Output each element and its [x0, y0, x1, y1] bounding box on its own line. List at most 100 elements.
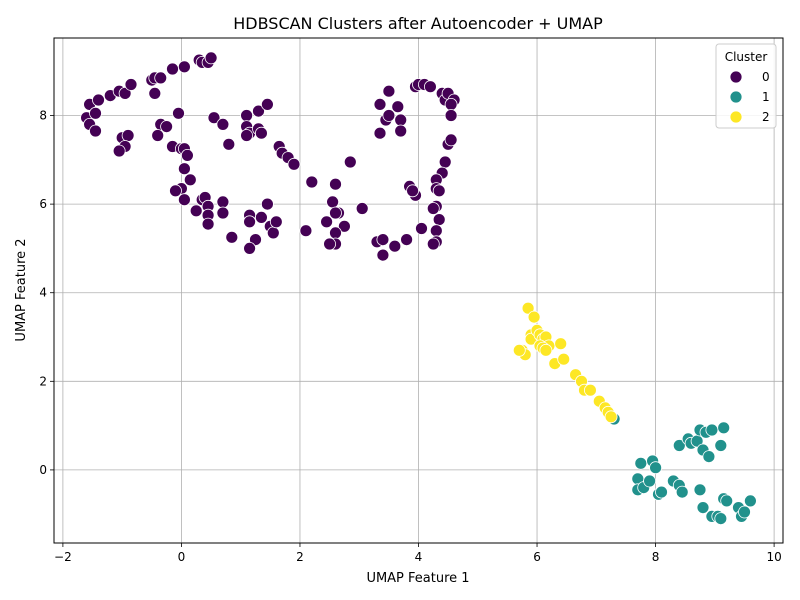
data-point-cluster-2: [539, 343, 553, 357]
x-axis-label: UMAP Feature 1: [366, 571, 469, 586]
data-point-cluster-0: [180, 148, 194, 162]
data-point-cluster-0: [183, 173, 197, 187]
data-point-cluster-2: [554, 337, 568, 351]
data-point-cluster-1: [744, 494, 757, 508]
legend-marker-1: [729, 90, 743, 104]
chart-title: HDBSCAN Clusters after Autoencoder + UMA…: [233, 14, 603, 33]
legend-label-2: 2: [762, 110, 770, 124]
data-point-cluster-0: [154, 71, 168, 85]
data-point-cluster-0: [373, 98, 387, 111]
data-point-cluster-0: [260, 197, 274, 211]
y-axis-label: UMAP Feature 2: [14, 238, 29, 341]
data-point-cluster-0: [323, 237, 337, 251]
y-tick-label: 0: [39, 463, 47, 477]
data-point-cluster-0: [225, 230, 239, 244]
data-point-cluster-0: [444, 133, 458, 147]
data-point-cluster-0: [305, 175, 319, 189]
data-point-cluster-0: [240, 129, 254, 142]
legend: Cluster 0 1 2: [715, 43, 777, 129]
data-point-cluster-2: [584, 383, 597, 397]
data-point-cluster-2: [512, 343, 526, 357]
data-point-cluster-1: [693, 483, 707, 497]
x-tick-label: 0: [178, 550, 186, 564]
data-point-cluster-0: [438, 155, 452, 169]
data-point-cluster-0: [243, 215, 257, 229]
data-point-cluster-0: [320, 215, 334, 229]
data-point-cluster-0: [89, 124, 102, 138]
data-point-cluster-0: [160, 120, 174, 133]
data-point-cluster-0: [444, 98, 458, 111]
data-point-cluster-1: [643, 474, 656, 488]
data-point-cluster-2: [527, 310, 541, 324]
data-point-cluster-0: [201, 217, 215, 231]
data-point-cluster-0: [177, 162, 191, 176]
data-point-cluster-1: [714, 512, 728, 525]
data-point-cluster-0: [112, 144, 126, 158]
data-point-cluster-0: [151, 129, 165, 142]
axis-ticks: −2 0 2 4 6 8 10 0 2 4 6 8: [39, 109, 781, 564]
data-point-cluster-0: [92, 93, 105, 107]
data-point-cluster-0: [216, 206, 230, 220]
data-point-cluster-1: [702, 450, 716, 464]
y-tick-label: 6: [39, 197, 47, 211]
data-point-cluster-0: [326, 195, 340, 209]
data-point-cluster-0: [444, 109, 458, 122]
x-tick-label: −2: [54, 550, 72, 564]
data-point-cluster-0: [204, 51, 218, 65]
data-point-cluster-2: [557, 352, 571, 366]
x-tick-label: 4: [415, 550, 423, 564]
data-point-cluster-1: [696, 501, 710, 515]
data-point-cluster-0: [423, 80, 437, 94]
data-points: [80, 51, 757, 525]
data-point-cluster-0: [189, 204, 203, 218]
data-point-cluster-2: [521, 301, 535, 315]
data-point-cluster-0: [254, 126, 268, 140]
y-tick-label: 4: [39, 286, 47, 300]
grid-lines: [54, 38, 783, 543]
data-point-cluster-1: [705, 423, 719, 437]
data-point-cluster-0: [240, 109, 254, 122]
data-point-cluster-0: [254, 210, 268, 224]
data-point-cluster-0: [415, 222, 428, 235]
data-point-cluster-0: [400, 233, 414, 247]
data-point-cluster-0: [148, 87, 162, 100]
legend-title: Cluster: [725, 50, 768, 64]
legend-marker-2: [729, 110, 743, 124]
data-point-cluster-2: [604, 410, 618, 424]
data-point-cluster-0: [355, 202, 369, 215]
data-point-cluster-0: [426, 202, 440, 215]
data-point-cluster-0: [394, 124, 408, 138]
data-point-cluster-0: [260, 98, 274, 111]
data-point-cluster-0: [391, 100, 405, 114]
x-tick-label: 10: [766, 550, 781, 564]
data-point-cluster-0: [329, 226, 342, 240]
data-point-cluster-0: [207, 111, 221, 125]
data-point-cluster-0: [337, 219, 351, 233]
data-point-cluster-0: [89, 106, 102, 120]
data-point-cluster-0: [216, 118, 230, 131]
data-point-cluster-0: [177, 193, 191, 207]
data-point-cluster-1: [655, 485, 668, 499]
data-point-cluster-0: [432, 213, 446, 227]
data-point-cluster-0: [243, 241, 257, 255]
data-point-cluster-0: [222, 137, 236, 151]
data-point-cluster-0: [269, 215, 283, 229]
y-tick-label: 8: [39, 109, 47, 123]
legend-label-0: 0: [762, 70, 770, 84]
data-point-cluster-0: [216, 195, 230, 209]
data-point-cluster-1: [649, 461, 662, 475]
data-point-cluster-0: [376, 248, 390, 262]
x-tick-label: 6: [533, 550, 541, 564]
data-point-cluster-1: [717, 421, 731, 435]
data-point-cluster-0: [172, 106, 185, 120]
data-point-cluster-1: [675, 485, 689, 499]
x-tick-label: 2: [296, 550, 304, 564]
x-tick-label: 8: [652, 550, 660, 564]
data-point-cluster-0: [177, 60, 191, 74]
data-point-cluster-0: [329, 206, 342, 220]
y-tick-label: 2: [39, 374, 47, 388]
data-point-cluster-0: [429, 224, 443, 238]
data-point-cluster-0: [394, 113, 408, 127]
legend-label-1: 1: [762, 90, 770, 104]
